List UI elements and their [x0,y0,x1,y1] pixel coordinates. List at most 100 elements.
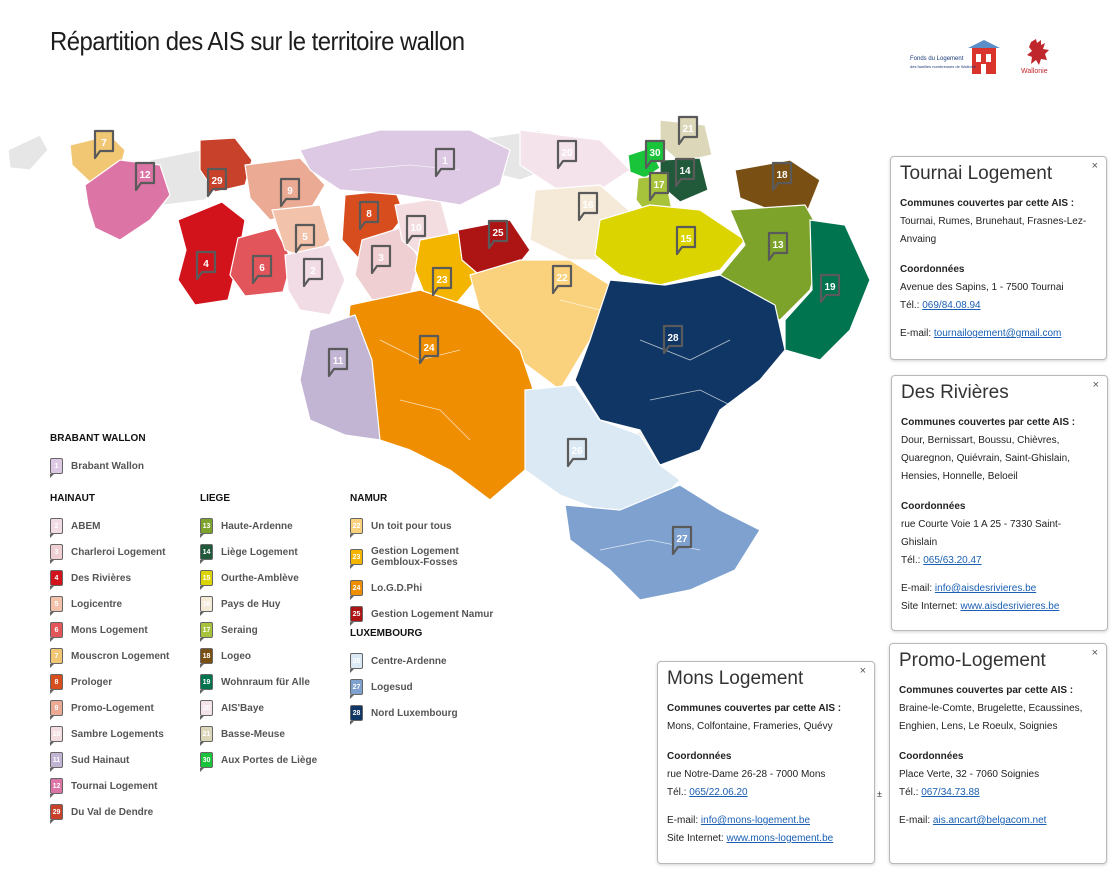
popup-tel-link[interactable]: 065/22.06.20 [689,787,748,798]
map-pin-icon[interactable] [566,437,588,468]
popup-email-link[interactable]: info@mons-logement.be [700,815,811,826]
map-pin-icon[interactable] [195,250,217,281]
map-pin-icon[interactable] [302,257,324,288]
legend-item-ais-15: 15 Ourthe-Amblève [199,565,317,591]
map-pin-icon[interactable] [405,214,427,245]
popup-tel-label: Tél.: [901,555,924,566]
map-marker-ais-2[interactable]: 2 [302,257,324,288]
map-marker-ais-3[interactable]: 3 [370,244,392,275]
region-ais-15 [594,204,746,286]
map-marker-ais-10[interactable]: 10 [405,214,427,245]
popup-web-link[interactable]: www.mons-logement.be [726,833,834,844]
map-marker-ais-1[interactable]: 1 [434,147,456,178]
marker-pin-icon: 8 [49,674,63,694]
map-pin-number: 4 [203,259,209,270]
map-pin-number: 21 [682,124,694,135]
map-marker-ais-23[interactable]: 23 [431,266,453,297]
map-pin-icon[interactable] [556,139,578,170]
map-pin-icon[interactable] [671,525,693,556]
map-pin-icon[interactable] [644,139,666,170]
map-marker-ais-7[interactable]: 7 [93,129,115,160]
marker-pin-icon: 30 [199,752,213,772]
popup-tel-link[interactable]: 065/63.20.47 [923,555,982,566]
map-marker-ais-18[interactable]: 18 [771,161,793,192]
map-pin-icon[interactable] [434,147,456,178]
map-pin-icon[interactable] [279,177,301,208]
map-marker-ais-30[interactable]: 30 [644,139,666,170]
map-pin-icon[interactable] [251,254,273,285]
map-pin-icon[interactable] [648,171,670,202]
map-pin-icon[interactable] [675,225,697,256]
map-marker-ais-6[interactable]: 6 [251,254,273,285]
legend-item-label: Liège Logement [221,546,298,558]
map-marker-ais-15[interactable]: 15 [675,225,697,256]
map-marker-ais-20[interactable]: 20 [556,139,578,170]
map-pin-icon[interactable] [206,167,228,198]
map-pin-icon[interactable] [677,115,699,146]
legend-item-label: Sambre Logements [71,728,164,740]
map-pin-icon[interactable] [551,264,573,295]
map-marker-ais-14[interactable]: 14 [674,157,696,188]
marker-pin-icon: 18 [199,648,213,668]
map-marker-ais-22[interactable]: 22 [551,264,573,295]
map-marker-ais-12[interactable]: 12 [134,161,156,192]
popup-tel-link[interactable]: 067/34.73.88 [921,787,980,798]
map-pin-icon[interactable] [418,334,440,365]
popup-communes-heading: Communes couvertes par cette AIS : [667,703,842,714]
map-pin-number: 24 [423,343,435,354]
map-marker-ais-24[interactable]: 24 [418,334,440,365]
map-marker-ais-19[interactable]: 19 [819,273,841,304]
close-icon[interactable]: × [1091,647,1098,659]
map-marker-ais-17[interactable]: 17 [648,171,670,202]
map-pin-icon[interactable] [431,266,453,297]
map-pin-icon[interactable] [134,161,156,192]
map-marker-ais-9[interactable]: 9 [279,177,301,208]
map-marker-ais-4[interactable]: 4 [195,250,217,281]
map-pin-number: 20 [561,148,573,159]
map-marker-ais-11[interactable]: 11 [327,347,349,378]
map-marker-ais-29[interactable]: 29 [206,167,228,198]
legend-item-label: Des Rivières [71,572,132,584]
map-pin-icon[interactable] [370,244,392,275]
close-icon[interactable]: × [1091,160,1098,172]
map-marker-ais-13[interactable]: 13 [767,231,789,262]
map-pin-icon[interactable] [577,191,599,222]
map-pin-number: 5 [302,232,308,243]
map-marker-ais-25[interactable]: 25 [487,219,509,250]
marker-pin-icon: 9 [49,700,63,720]
map-marker-ais-26[interactable]: 26 [566,437,588,468]
map-pin-icon[interactable] [358,200,380,231]
popup-email-link[interactable]: ais.ancart@belgacom.net [932,815,1047,826]
map-pin-icon[interactable] [819,273,841,304]
map-pin-icon[interactable] [93,129,115,160]
map-pin-icon[interactable] [487,219,509,250]
legend-item-ais-22: 22 Un toit pour tous [349,513,493,539]
map-pin-icon[interactable] [771,161,793,192]
close-icon[interactable]: × [859,665,866,677]
legend-item-label: Wohnraum für Alle [221,676,310,688]
map-marker-ais-28[interactable]: 28 [662,324,684,355]
map-marker-ais-5[interactable]: 5 [294,223,316,254]
map-marker-ais-16[interactable]: 16 [577,191,599,222]
map-pin-icon[interactable] [674,157,696,188]
map-marker-ais-27[interactable]: 27 [671,525,693,556]
map-pin-number: 6 [259,263,265,274]
map-pin-icon[interactable] [767,231,789,262]
map-marker-ais-21[interactable]: 21 [677,115,699,146]
map-pin-icon[interactable] [294,223,316,254]
legend-item-ais-14: 14 Liège Logement [199,539,317,565]
wallonia-ais-map: 1234567891011121314151617181920212223242… [7,115,871,601]
marker-pin-icon: 23 [349,549,363,569]
region-ais-11 [299,314,381,441]
close-icon[interactable]: × [1092,379,1099,391]
marker-pin-icon: 29 [49,804,63,824]
popup-web-link[interactable]: www.aisdesrivieres.be [960,601,1060,612]
popup-email-link[interactable]: info@aisdesrivieres.be [934,583,1037,594]
popup-email-link[interactable]: tournailogement@gmail.com [933,328,1062,339]
map-marker-ais-8[interactable]: 8 [358,200,380,231]
map-pin-icon[interactable] [327,347,349,378]
map-pin-icon[interactable] [662,324,684,355]
map-pin-number: 13 [772,240,784,251]
popup-tel-link[interactable]: 069/84.08.94 [922,300,981,311]
popup-title: Des Rivières [901,382,1009,403]
